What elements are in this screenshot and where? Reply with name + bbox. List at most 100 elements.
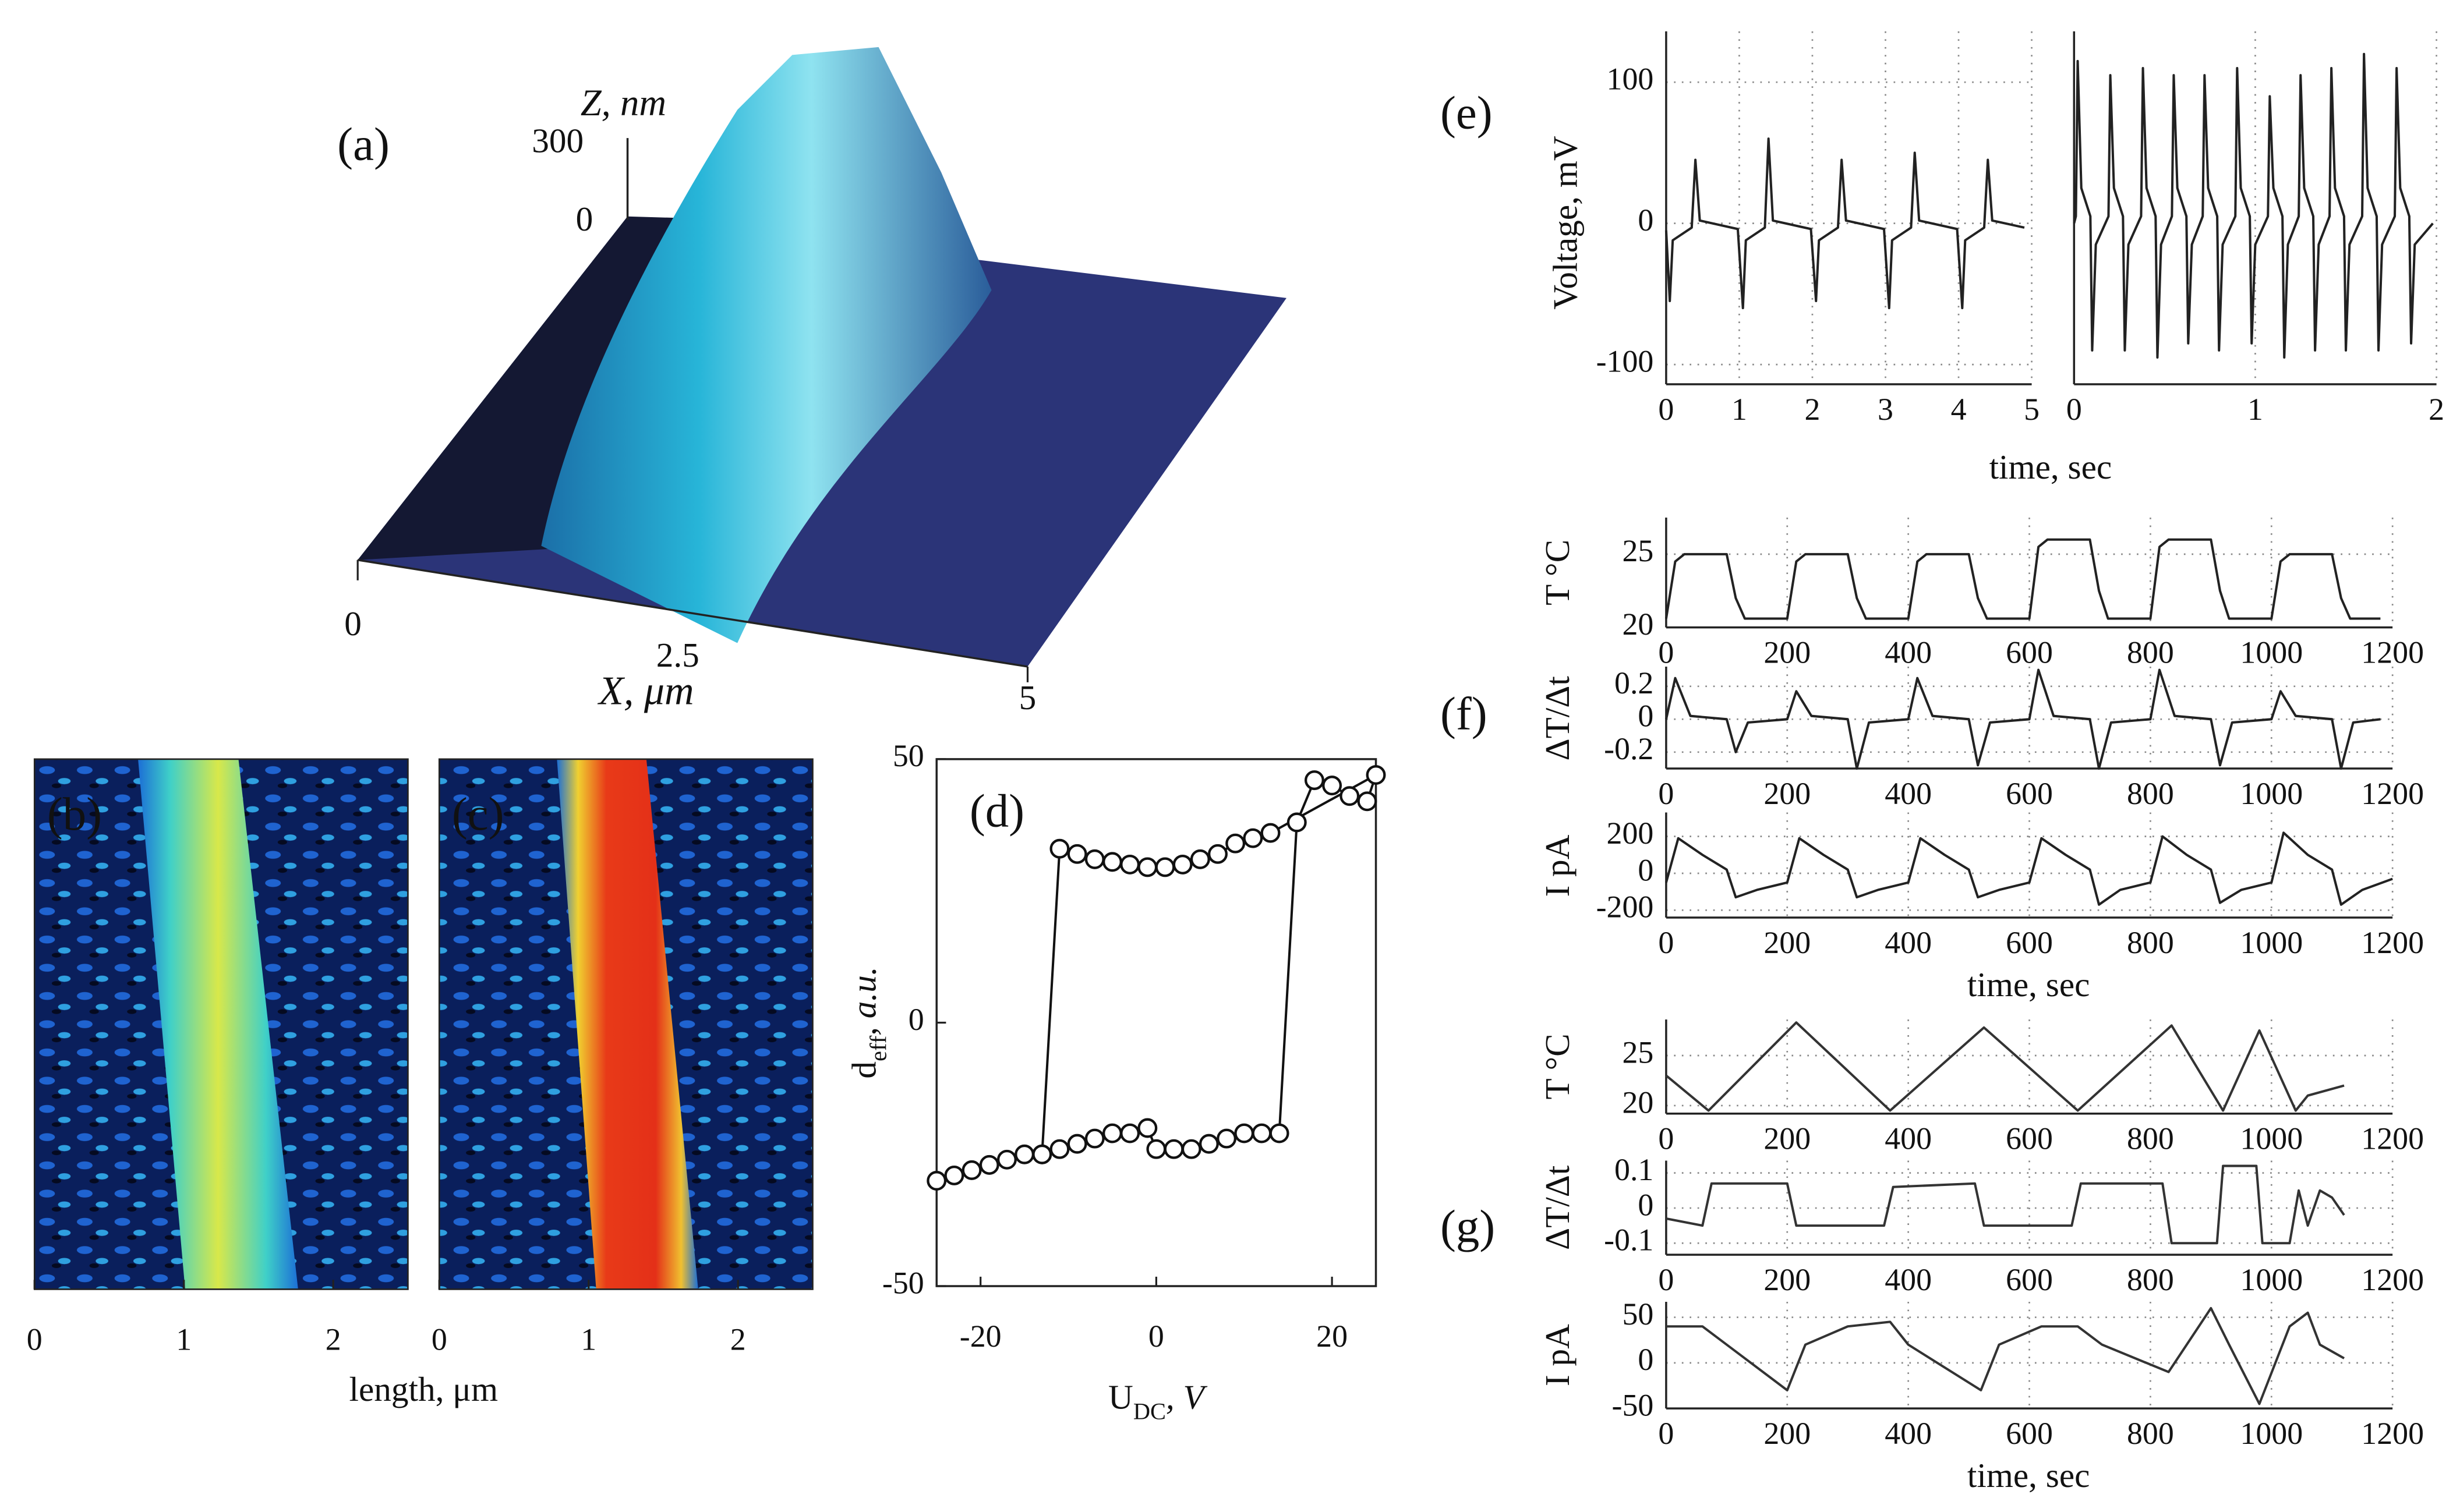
data-point (1208, 844, 1228, 864)
x-tick-label: 1200 (2361, 1262, 2424, 1297)
x-tick-label: 2.5 (656, 636, 699, 674)
image-frame (438, 758, 814, 1290)
x-tick-label: 0 (1658, 925, 1674, 960)
axis-label-part: d (844, 1061, 883, 1079)
x-tick-label: 200 (1763, 1416, 1811, 1451)
data-line (1666, 1306, 2345, 1405)
data-point (1181, 1139, 1201, 1159)
y-tick-label: 0 (1638, 203, 1653, 238)
axis-label-part: U (1108, 1378, 1133, 1416)
panel-label: (f) (1440, 688, 1487, 739)
data-point (1269, 1123, 1289, 1143)
x-tick-label: 3 (1878, 392, 1893, 427)
axis-label-part: , V (1166, 1378, 1208, 1416)
image-frame (33, 758, 409, 1290)
data-point (1322, 776, 1342, 796)
y-tick-label: -50 (1612, 1388, 1654, 1423)
x-tick-label: 2 (2429, 392, 2444, 427)
data-line (2073, 52, 2434, 359)
image-band (557, 759, 698, 1290)
afm-surface (356, 47, 1286, 682)
x-tick-label: 1200 (2361, 776, 2424, 811)
y-tick-label: -100 (1596, 344, 1654, 378)
x-tick-label: 800 (2127, 1262, 2174, 1297)
y-tick-label: -0.1 (1604, 1223, 1653, 1258)
data-point (962, 1160, 982, 1180)
x-tick-label: 1000 (2240, 1121, 2303, 1156)
axis-label: T °C (1538, 540, 1577, 605)
x-tick-label: 0 (2066, 392, 2082, 427)
x-tick-label: 800 (2127, 1416, 2174, 1451)
x-tick-label: 600 (2006, 776, 2053, 811)
axis-label: time, sec (1989, 448, 2112, 486)
x-tick-label: 800 (2127, 925, 2174, 960)
x-tick-label: 400 (1885, 925, 1932, 960)
axis-label-part: eff (865, 1035, 891, 1061)
data-point (1049, 1139, 1070, 1159)
x-tick-label: 600 (2006, 635, 2053, 670)
image-band (138, 759, 298, 1290)
data-point (1102, 852, 1122, 872)
y-tick-label: 0 (909, 1002, 924, 1037)
x-tick-label: 1000 (2240, 776, 2303, 811)
plot-frame (935, 758, 1377, 1287)
data-point (1084, 849, 1105, 869)
data-point (1357, 791, 1377, 812)
panel-label: (c) (452, 788, 504, 840)
x-tick-label: 1200 (2361, 1416, 2424, 1451)
data-point (1234, 1123, 1254, 1143)
axis-label: T °C (1538, 1033, 1577, 1099)
data-point (1199, 1134, 1219, 1154)
data-point (1015, 1144, 1035, 1164)
data-line (1665, 1021, 2345, 1112)
x-tick-label: 1200 (2361, 635, 2424, 670)
axis-label: I pA (1538, 834, 1577, 897)
axis-label-part: , a.u. (844, 966, 883, 1036)
data-point (996, 1149, 1017, 1170)
axis-label: ΔT/Δt (1538, 676, 1577, 761)
y-tick-label: -50 (882, 1265, 924, 1300)
x-tick-label: 2 (1804, 392, 1820, 427)
z-label: Z, nm (581, 82, 666, 123)
data-point (1067, 1134, 1087, 1154)
x-tick-label: 0 (1658, 776, 1674, 811)
x-tick-label: 1 (2247, 392, 2263, 427)
x-tick-label: 800 (2127, 1121, 2174, 1156)
y-tick-label: 25 (1622, 1035, 1653, 1070)
image-c (438, 758, 814, 1290)
data-point (1146, 1139, 1167, 1159)
axis-label: deff, a.u. (844, 966, 891, 1078)
data-point (1243, 828, 1263, 848)
x-tick-label: 1 (176, 1322, 192, 1357)
y-tick-label: 50 (1622, 1297, 1653, 1332)
panel-label: (a) (337, 119, 390, 171)
x-tick-label: 20 (1316, 1319, 1348, 1354)
y-tick-label: 0.2 (1614, 665, 1653, 700)
x-tick-label: 1000 (2240, 1262, 2303, 1297)
x-tick-label: 2 (326, 1322, 341, 1357)
data-line (1664, 831, 2393, 906)
data-point (1366, 765, 1386, 785)
data-point (1120, 1123, 1140, 1143)
data-point (1102, 1123, 1122, 1143)
x-tick-label: 200 (1763, 1121, 1811, 1156)
x-tick-label: 400 (1885, 1262, 1932, 1297)
data-point (944, 1165, 964, 1185)
x-tick-label: -20 (960, 1319, 1002, 1354)
x-tick-label: 0 (1658, 1262, 1674, 1297)
data-line (1666, 1164, 2345, 1245)
data-point (1225, 833, 1246, 854)
axis-label: length, μm (349, 1370, 499, 1408)
axis-label-part: DC (1133, 1398, 1166, 1424)
data-point (1084, 1128, 1105, 1149)
y-tick-label: 50 (893, 738, 924, 773)
x-tick-label: 600 (2006, 1262, 2053, 1297)
x-tick-label: 200 (1763, 925, 1811, 960)
axis-label: time, sec (1967, 965, 2090, 1004)
x-tick-label: 0 (432, 1322, 447, 1357)
axis-label: ΔT/Δt (1538, 1165, 1577, 1250)
x-tick-label: 5 (2024, 392, 2040, 427)
x-tick-label: 0 (27, 1322, 43, 1357)
x-tick-label: 400 (1885, 635, 1932, 670)
